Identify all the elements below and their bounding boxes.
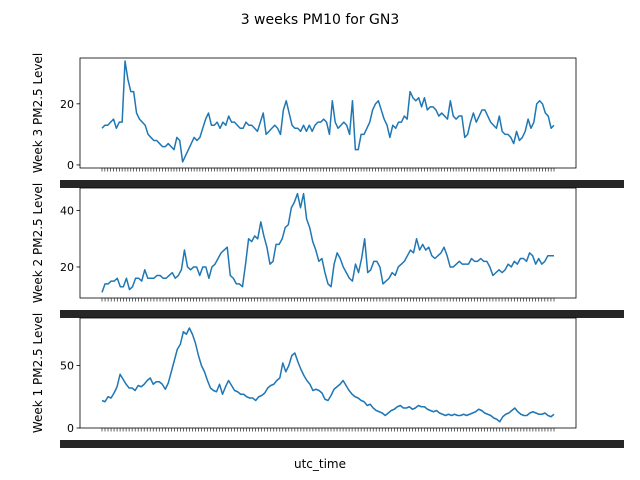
y-tick-label: 50 (60, 360, 74, 373)
subplot-1: 0 20 Week 3 PM2.5 Level (31, 53, 624, 188)
x-tick-labels-overlapping (60, 440, 624, 448)
series-line (101, 192, 554, 293)
series-line (101, 60, 555, 163)
y-tick-label: 20 (60, 261, 74, 274)
x-tick-marks (101, 428, 555, 432)
y-axis-label: Week 1 PM2.5 Level (31, 313, 45, 433)
x-tick-marks (101, 168, 555, 172)
x-tick-label-overlap (60, 180, 624, 188)
x-tick-marks (101, 298, 555, 302)
x-tick-label-overlap (60, 310, 624, 318)
x-tick-labels-overlapping (60, 310, 624, 318)
y-ticks: 0 50 (60, 360, 80, 435)
x-axis-label: utc_time (294, 457, 346, 471)
plot-frame (79, 317, 577, 429)
y-tick-label: 40 (60, 205, 74, 218)
series-line (101, 327, 555, 423)
plot-frame (79, 57, 577, 169)
y-tick-label: 0 (67, 159, 74, 172)
x-tick-label-overlap (60, 440, 624, 448)
x-tick-labels-overlapping (60, 180, 624, 188)
y-axis-label: Week 3 PM2.5 Level (31, 53, 45, 173)
y-tick-label: 0 (67, 422, 74, 435)
y-axis-label: Week 2 PM2.5 Level (31, 183, 45, 303)
y-tick-label: 20 (60, 98, 74, 111)
subplot-3: 0 50 Week 1 PM2.5 Level (31, 313, 624, 448)
plot-frame (79, 187, 577, 299)
chart-suptitle: 3 weeks PM10 for GN3 (241, 12, 400, 28)
y-ticks: 0 20 (60, 98, 80, 172)
